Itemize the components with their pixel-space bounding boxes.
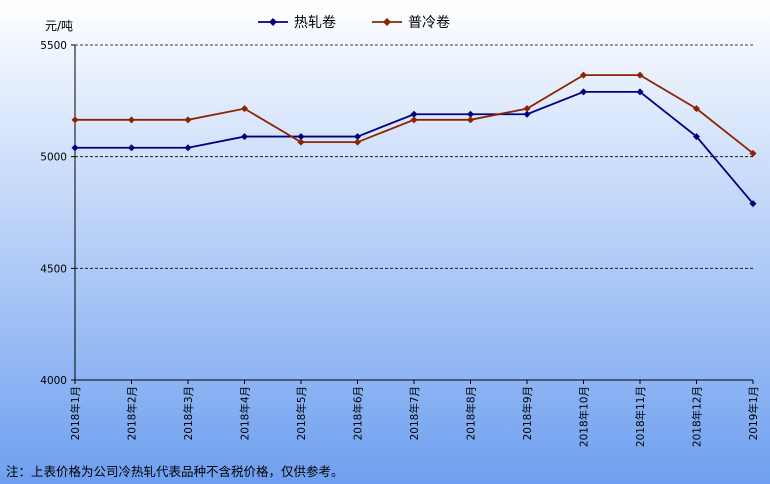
x-tick-label: 2018年3月 xyxy=(182,386,195,440)
data-point-marker xyxy=(128,116,135,124)
legend-label: 热轧卷 xyxy=(294,15,336,31)
data-point-marker xyxy=(297,138,305,146)
data-point-marker xyxy=(410,116,418,124)
data-point-marker xyxy=(410,110,418,118)
data-point-marker xyxy=(241,133,248,141)
data-point-marker xyxy=(467,110,474,118)
y-tick-label: 5000 xyxy=(40,152,67,164)
x-tick-label: 2018年4月 xyxy=(239,386,252,440)
x-tick-label: 2018年2月 xyxy=(126,386,139,440)
x-tick-label: 2018年7月 xyxy=(408,386,421,440)
data-point-marker xyxy=(523,105,531,113)
y-tick-label: 5500 xyxy=(40,40,67,52)
x-tick-label: 2018年11月 xyxy=(634,386,647,447)
data-point-marker xyxy=(71,144,79,152)
data-point-marker xyxy=(354,133,361,141)
x-tick-label: 2018年9月 xyxy=(521,386,534,440)
x-tick-label: 2018年10月 xyxy=(578,386,591,447)
data-point-marker xyxy=(184,116,192,124)
data-point-marker xyxy=(636,88,644,96)
x-tick-label: 2019年1月 xyxy=(747,386,760,440)
legend-marker-icon xyxy=(383,18,391,26)
x-tick-label: 2018年12月 xyxy=(691,386,704,447)
data-point-marker xyxy=(693,105,700,113)
y-tick-label: 4500 xyxy=(40,263,67,275)
x-tick-label: 2018年1月 xyxy=(69,386,82,440)
data-point-marker xyxy=(523,110,531,118)
x-tick-label: 2018年6月 xyxy=(352,386,365,440)
data-point-marker xyxy=(749,200,757,208)
data-point-marker xyxy=(749,149,757,157)
data-point-marker xyxy=(71,116,79,124)
y-axis-unit-label: 元/吨 xyxy=(45,19,73,33)
y-tick-label: 4000 xyxy=(40,375,67,387)
data-point-marker xyxy=(354,138,361,146)
data-point-marker xyxy=(693,133,700,141)
data-point-marker xyxy=(128,144,135,152)
data-point-marker xyxy=(297,133,305,141)
data-point-marker xyxy=(241,105,248,113)
data-point-marker xyxy=(580,88,587,96)
data-point-marker xyxy=(636,71,644,79)
footnote: 注：上表价格为公司冷热轧代表品种不含税价格，仅供参考。 xyxy=(6,464,344,479)
data-point-marker xyxy=(467,116,474,124)
data-point-marker xyxy=(580,71,587,79)
x-tick-label: 2018年5月 xyxy=(295,386,308,440)
legend-label: 普冷卷 xyxy=(408,15,450,31)
data-point-marker xyxy=(184,144,192,152)
legend-marker-icon xyxy=(269,18,277,26)
x-tick-label: 2018年8月 xyxy=(465,386,478,440)
